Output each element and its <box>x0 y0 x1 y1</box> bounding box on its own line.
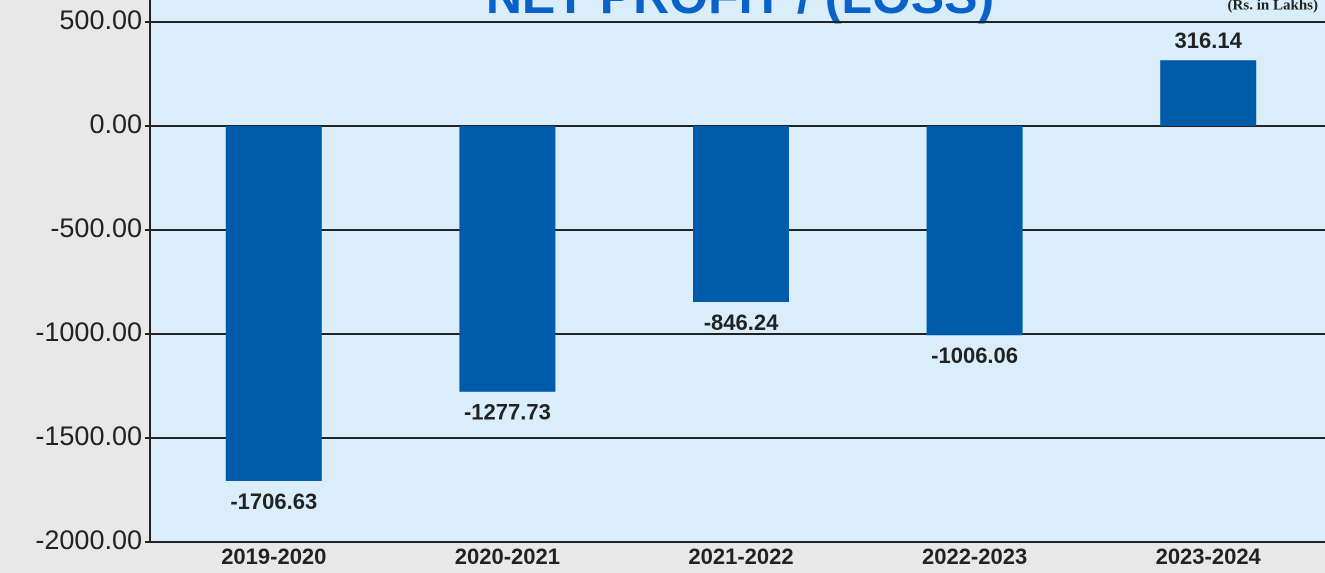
bar <box>1160 60 1257 126</box>
bar <box>926 126 1023 336</box>
x-tick-label: 2020-2021 <box>455 544 560 569</box>
value-label: -846.24 <box>704 310 779 335</box>
y-tick-label: 0.00 <box>89 109 142 139</box>
bar <box>459 126 556 392</box>
x-tick-label: 2022-2023 <box>922 544 1027 569</box>
value-label: -1706.63 <box>230 489 317 514</box>
bar <box>225 126 322 481</box>
value-label: -1277.73 <box>464 400 551 425</box>
y-tick-label: -2000.00 <box>35 525 142 555</box>
y-tick-label: -1500.00 <box>35 421 142 451</box>
y-tick-label: -1000.00 <box>35 317 142 347</box>
x-tick-label: 2023-2024 <box>1156 544 1262 569</box>
y-tick-label: 500.00 <box>59 5 142 35</box>
value-label: -1006.06 <box>931 343 1018 368</box>
x-tick-label: 2019-2020 <box>221 544 326 569</box>
value-label: 316.14 <box>1175 28 1243 53</box>
chart-title: NET PROFIT / (LOSS) <box>486 0 994 24</box>
bar <box>693 126 789 303</box>
y-tick-label: -500.00 <box>50 213 142 243</box>
chart-subtitle: (Rs. in Lakhs) <box>1228 0 1318 13</box>
x-tick-label: 2021-2022 <box>688 544 793 569</box>
